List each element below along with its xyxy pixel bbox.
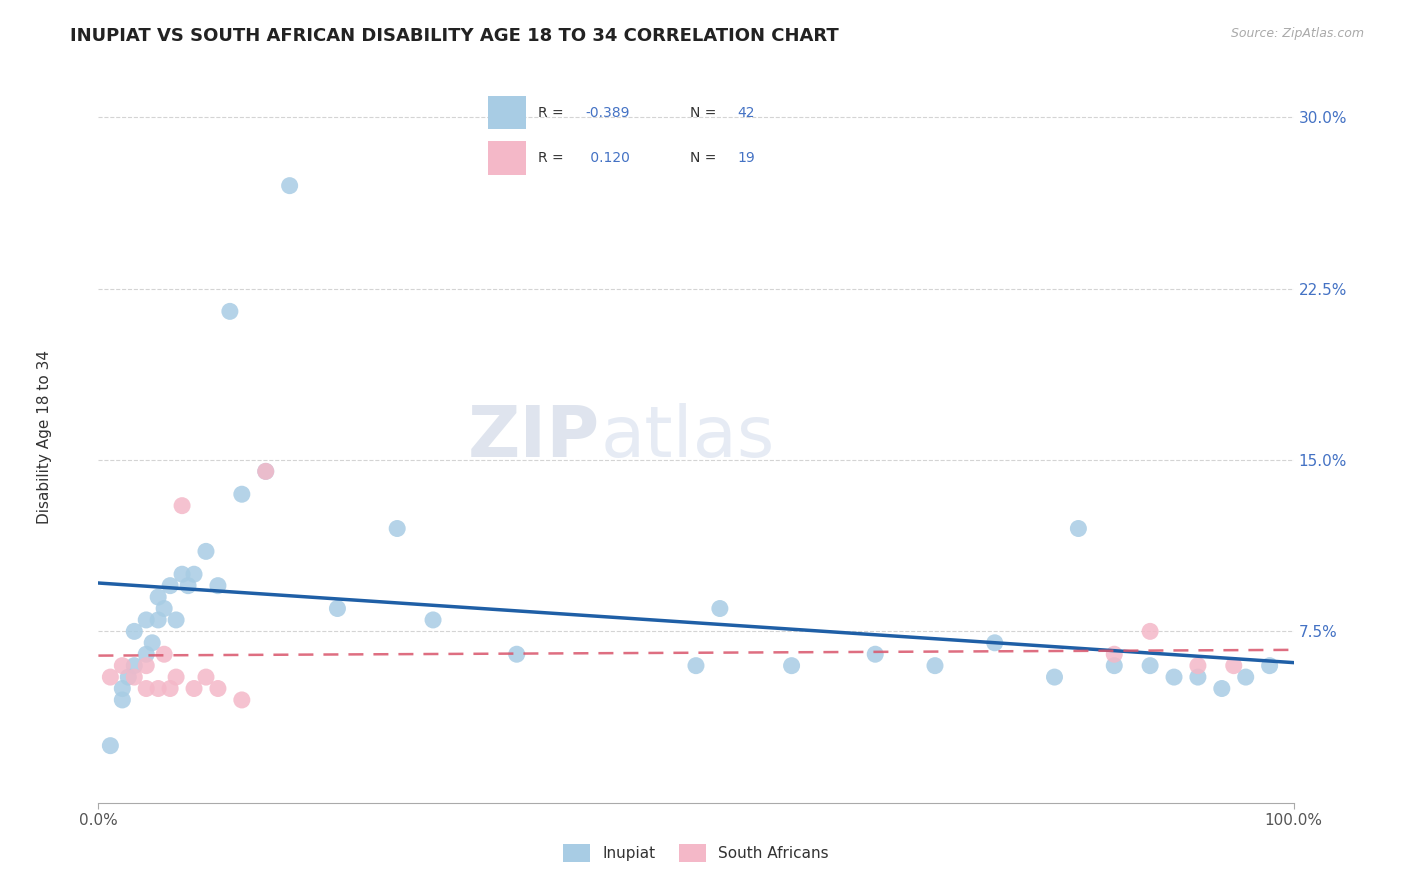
Point (207, 579, 229, 593)
Point (1258, 658, 1281, 673)
Point (1211, 681, 1233, 696)
Point (165, 613, 187, 627)
Point (117, 670, 139, 684)
Point (148, 613, 170, 627)
Point (98, 670, 122, 684)
Point (135, 658, 157, 673)
Point (207, 681, 229, 696)
Point (219, 304, 242, 318)
Point (254, 464, 277, 478)
Point (984, 636, 1007, 650)
Point (1139, 624, 1161, 639)
Point (153, 647, 176, 661)
Point (195, 544, 218, 558)
Point (685, 658, 707, 673)
Point (165, 670, 187, 684)
Point (111, 658, 134, 673)
Point (1104, 658, 1126, 673)
Point (183, 681, 205, 696)
Point (148, 590, 170, 604)
Point (141, 636, 163, 650)
Point (183, 567, 205, 582)
Point (506, 647, 529, 661)
Point (148, 681, 170, 696)
Point (135, 647, 157, 661)
Text: Source: ZipAtlas.com: Source: ZipAtlas.com (1230, 27, 1364, 40)
Point (422, 613, 444, 627)
Point (231, 487, 253, 501)
Point (1067, 521, 1090, 535)
Point (135, 613, 157, 627)
Point (924, 658, 946, 673)
Point (124, 670, 146, 684)
Point (1043, 670, 1066, 684)
Point (135, 681, 157, 696)
Point (111, 693, 134, 707)
Point (780, 658, 803, 673)
Point (124, 624, 146, 639)
Text: ZIP: ZIP (468, 402, 600, 472)
Point (1234, 670, 1257, 684)
Point (172, 499, 194, 513)
Point (1163, 670, 1185, 684)
Point (709, 601, 731, 615)
Point (865, 647, 887, 661)
Text: INUPIAT VS SOUTH AFRICAN DISABILITY AGE 18 TO 34 CORRELATION CHART: INUPIAT VS SOUTH AFRICAN DISABILITY AGE … (70, 27, 839, 45)
Text: atlas: atlas (600, 402, 775, 472)
Point (278, 178, 301, 193)
Point (326, 601, 349, 615)
Point (385, 521, 409, 535)
Point (153, 601, 176, 615)
Point (159, 579, 181, 593)
Point (1187, 670, 1209, 684)
Point (1104, 647, 1126, 661)
Point (177, 579, 200, 593)
Point (231, 693, 253, 707)
Point (254, 464, 277, 478)
Point (1223, 658, 1246, 673)
Point (111, 681, 134, 696)
Point (98, 739, 122, 753)
Point (1187, 658, 1209, 673)
Point (172, 567, 194, 582)
Text: Disability Age 18 to 34: Disability Age 18 to 34 (37, 350, 52, 524)
Point (195, 670, 218, 684)
Legend: Inupiat, South Africans: Inupiat, South Africans (557, 838, 835, 868)
Point (1139, 658, 1161, 673)
Point (159, 681, 181, 696)
Point (124, 658, 146, 673)
